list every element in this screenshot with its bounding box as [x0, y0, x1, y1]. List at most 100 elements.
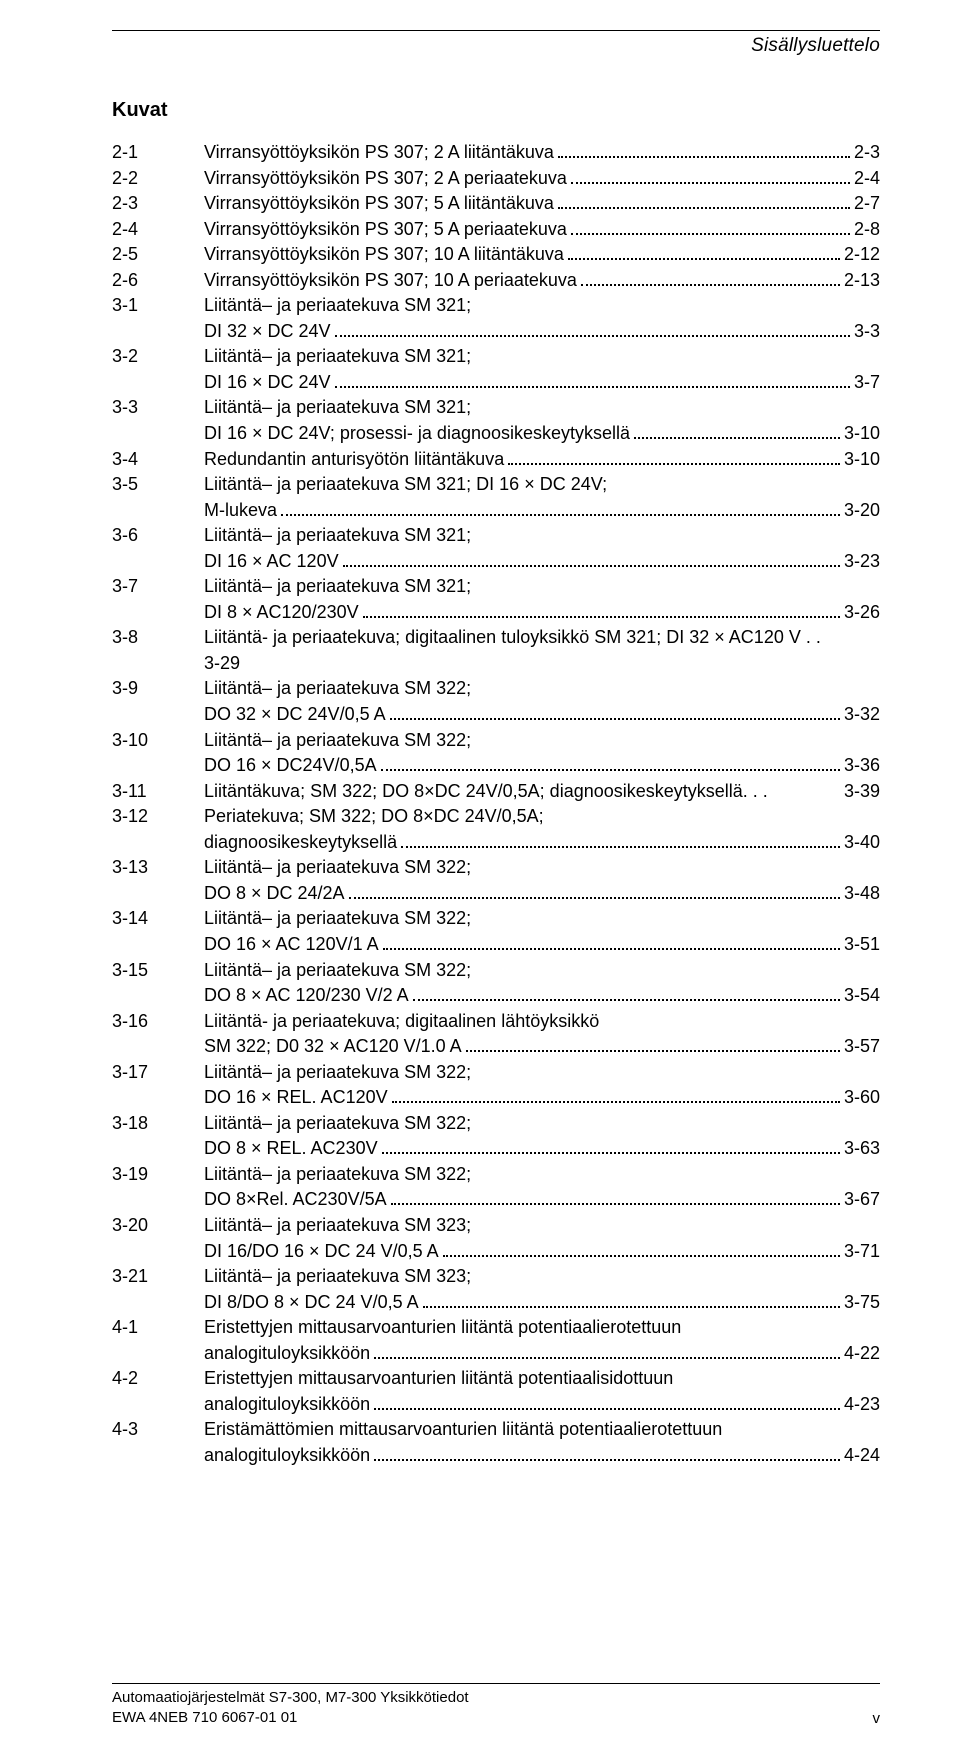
toc-entry-text: Eristettyjen mittausarvoanturien liitänt…	[204, 1366, 673, 1392]
toc-entry-page: 2-12	[844, 242, 880, 268]
toc-entry-page: 2-7	[854, 191, 880, 217]
toc-entry-text: DO 8 × DC 24/2A	[204, 881, 345, 907]
toc-entry-number: 2-6	[112, 268, 204, 294]
toc-entry-text: analogituloyksikköön	[204, 1341, 370, 1367]
toc-row: 3-3Liitäntä– ja periaatekuva SM 321;	[112, 395, 880, 421]
toc-entry-page: 2-8	[854, 217, 880, 243]
leader-dots	[413, 985, 840, 1001]
leader-dots	[281, 499, 840, 515]
leader-dots	[374, 1394, 840, 1410]
leader-dots	[390, 704, 840, 720]
toc-entry-text: DI 8/DO 8 × DC 24 V/0,5 A	[204, 1290, 419, 1316]
toc-row: 4-1Eristettyjen mittausarvoanturien liit…	[112, 1315, 880, 1341]
toc-entry-text: DI 8 × AC120/230V	[204, 600, 359, 626]
toc-entry-page: 3-71	[844, 1239, 880, 1265]
toc-entry-text: DI 16/DO 16 × DC 24 V/0,5 A	[204, 1239, 439, 1265]
toc-entry-text: diagnoosikeskeytyksellä	[204, 830, 397, 856]
toc-row: DO 8×Rel. AC230V/5A 3-67	[112, 1187, 880, 1213]
toc-row: 4-3Eristämättömien mittausarvoanturien l…	[112, 1417, 880, 1443]
toc-entry-number: 3-2	[112, 344, 204, 370]
leader-dots	[634, 423, 840, 439]
toc-row: 3-29	[112, 651, 880, 677]
toc-entry-number: 3-11	[112, 779, 204, 805]
toc-entry-number: 3-9	[112, 676, 204, 702]
toc-row: DO 8 × DC 24/2A 3-48	[112, 881, 880, 907]
toc-row: diagnoosikeskeytyksellä3-40	[112, 830, 880, 856]
toc-entry-page: 3-32	[844, 702, 880, 728]
toc-entry-number: 3-19	[112, 1162, 204, 1188]
toc-entry-text: DO 32 × DC 24V/0,5 A	[204, 702, 386, 728]
toc-entry-text: Liitäntä– ja periaatekuva SM 323;	[204, 1264, 471, 1290]
toc-entry-number: 2-4	[112, 217, 204, 243]
toc-entry-text: M-lukeva	[204, 498, 277, 524]
toc-row: DI 16 × DC 24V; prosessi- ja diagnoosike…	[112, 421, 880, 447]
toc-row: DO 32 × DC 24V/0,5 A 3-32	[112, 702, 880, 728]
footer-page-number: v	[873, 1710, 881, 1727]
toc-entry-text: DO 8×Rel. AC230V/5A	[204, 1187, 387, 1213]
page-footer: Automaatiojärjestelmät S7-300, M7-300 Yk…	[112, 1683, 880, 1727]
toc-row: 3-21Liitäntä– ja periaatekuva SM 323;	[112, 1264, 880, 1290]
leader-dots	[349, 883, 840, 899]
toc-row: DI 8/DO 8 × DC 24 V/0,5 A 3-75	[112, 1290, 880, 1316]
footer-line-2: EWA 4NEB 710 6067-01 01	[112, 1708, 469, 1728]
toc-entry-text: DO 16 × REL. AC120V	[204, 1085, 388, 1111]
leader-dots	[391, 1189, 840, 1205]
toc-entry-number: 3-3	[112, 395, 204, 421]
leader-dots	[558, 193, 850, 209]
toc-entry-page: 2-13	[844, 268, 880, 294]
toc-row: DO 16 × REL. AC120V3-60	[112, 1085, 880, 1111]
page-header-title: Sisällysluettelo	[112, 35, 880, 57]
toc-row: 3-14Liitäntä– ja periaatekuva SM 322;	[112, 906, 880, 932]
leader-dots	[382, 1138, 840, 1154]
toc-entry-page: 4-22	[844, 1341, 880, 1367]
toc-entry-text: Virransyöttöyksikön PS 307; 10 A liitänt…	[204, 242, 564, 268]
toc-entry-page: 3-10	[844, 421, 880, 447]
toc-entry-text: Virransyöttöyksikön PS 307; 2 A liitäntä…	[204, 140, 554, 166]
toc-entry-text: Periatekuva; SM 322; DO 8×DC 24V/0,5A;	[204, 804, 544, 830]
toc-entry-text: Virransyöttöyksikön PS 307; 10 A periaat…	[204, 268, 577, 294]
toc-entry-number: 3-12	[112, 804, 204, 830]
footer-left: Automaatiojärjestelmät S7-300, M7-300 Yk…	[112, 1688, 469, 1727]
leader-dots	[466, 1036, 840, 1052]
toc-row: DO 16 × AC 120V/1 A3-51	[112, 932, 880, 958]
toc-entry-number: 3-13	[112, 855, 204, 881]
toc-entry-page: 3-23	[844, 549, 880, 575]
toc-entry-number: 3-1	[112, 293, 204, 319]
toc-row: 3-13Liitäntä– ja periaatekuva SM 322;	[112, 855, 880, 881]
toc-entry-page: 3-48	[844, 881, 880, 907]
leader-dots	[571, 167, 850, 183]
leader-dots	[558, 142, 850, 158]
toc-entry-text: Virransyöttöyksikön PS 307; 2 A periaate…	[204, 166, 567, 192]
leader-dots	[363, 602, 840, 618]
toc-row: 3-8Liitäntä- ja periaatekuva; digitaalin…	[112, 625, 880, 651]
toc-row: 3-19Liitäntä– ja periaatekuva SM 322;	[112, 1162, 880, 1188]
toc-entry-page: 3-26	[844, 600, 880, 626]
toc-row: 3-7Liitäntä– ja periaatekuva SM 321;	[112, 574, 880, 600]
toc-entry-number: 3-6	[112, 523, 204, 549]
toc-entry-number: 3-17	[112, 1060, 204, 1086]
toc-entry-text: Redundantin anturisyötön liitäntäkuva	[204, 447, 504, 473]
toc-entry-text: Liitäntä– ja periaatekuva SM 321;	[204, 344, 471, 370]
leader-dots	[374, 1343, 840, 1359]
toc-entry-page: 3-7	[854, 370, 880, 396]
toc-entry-text: Liitäntä– ja periaatekuva SM 321;	[204, 395, 471, 421]
toc-entry-page: 3-75	[844, 1290, 880, 1316]
toc-entry-page: 3-67	[844, 1187, 880, 1213]
toc-row: 2-1Virransyöttöyksikön PS 307; 2 A liitä…	[112, 140, 880, 166]
toc-entry-number: 3-4	[112, 447, 204, 473]
toc-row: 3-20Liitäntä– ja periaatekuva SM 323;	[112, 1213, 880, 1239]
leader-dots	[423, 1291, 840, 1307]
leader-dots	[381, 755, 840, 771]
toc-row: 2-6Virransyöttöyksikön PS 307; 10 A peri…	[112, 268, 880, 294]
toc-entry-text: Liitäntä– ja periaatekuva SM 321;	[204, 293, 471, 319]
toc-entry-page: 3-39	[844, 779, 880, 805]
toc-row: 3-6Liitäntä– ja periaatekuva SM 321;	[112, 523, 880, 549]
leader-dots	[343, 551, 840, 567]
toc-entry-text: analogituloyksikköön	[204, 1392, 370, 1418]
toc-entry-text: Liitäntä– ja periaatekuva SM 321;	[204, 574, 471, 600]
toc-entry-page: 3-57	[844, 1034, 880, 1060]
toc-row: 2-4Virransyöttöyksikön PS 307; 5 A peria…	[112, 217, 880, 243]
toc-row: 3-11Liitäntäkuva; SM 322; DO 8×DC 24V/0,…	[112, 779, 880, 805]
toc-row: 3-16Liitäntä- ja periaatekuva; digitaali…	[112, 1009, 880, 1035]
toc-entry-text: Liitäntä– ja periaatekuva SM 322;	[204, 958, 471, 984]
